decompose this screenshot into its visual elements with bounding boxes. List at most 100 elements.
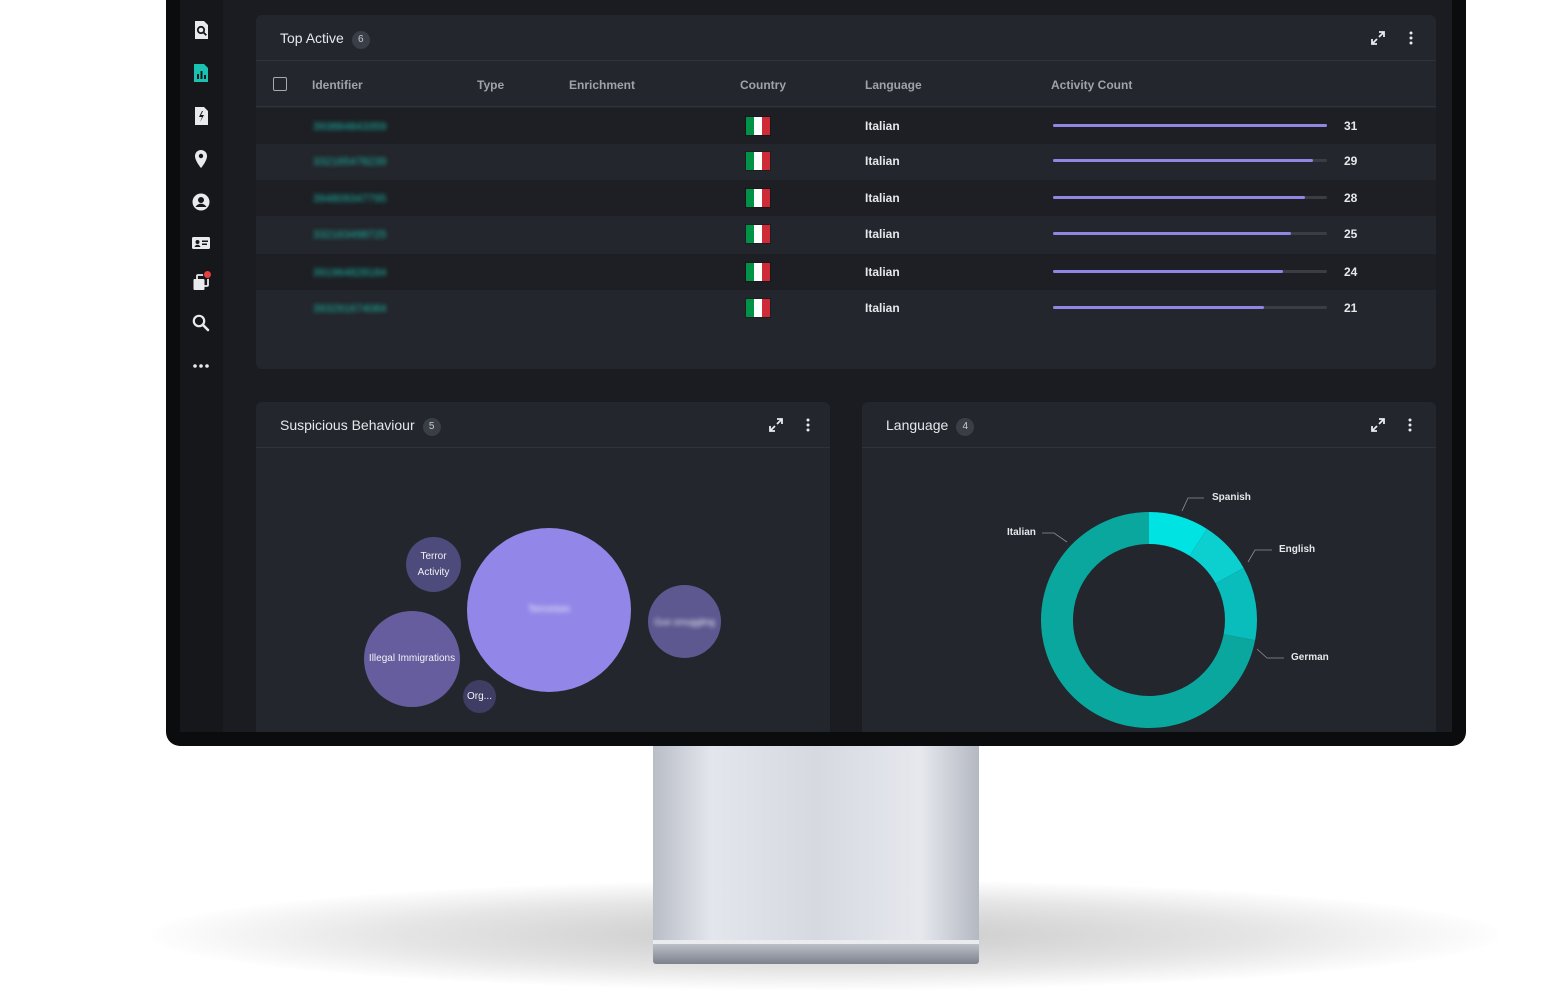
activity-bar (1053, 306, 1327, 309)
table-row[interactable]: 332163498725 Italian 25 (256, 216, 1436, 252)
activity-bar-fill (1053, 196, 1306, 199)
activity-bar-fill (1053, 232, 1292, 235)
suspicious-title: Suspicious Behaviour (280, 417, 415, 433)
label-italian: Italian (1007, 527, 1036, 538)
donut-slice-english[interactable] (1189, 528, 1244, 584)
table-row[interactable]: 393884843359 Italian 31 (256, 108, 1436, 144)
document-icon[interactable] (188, 103, 214, 129)
label-spanish: Spanish (1212, 492, 1251, 503)
bubble-label: Org... (466, 690, 492, 702)
monitor-stand-base (653, 940, 979, 964)
bubble-main[interactable]: Terrorism (467, 528, 631, 692)
top-active-title: Top Active (280, 30, 344, 46)
more-icon[interactable] (188, 353, 214, 379)
language-cell: Italian (865, 301, 900, 315)
menu-button[interactable] (1401, 28, 1421, 48)
callout-line-spanish (1181, 497, 1204, 512)
table-row[interactable]: 391964828184 Italian 24 (256, 254, 1436, 290)
kebab-menu-icon (1408, 418, 1412, 432)
select-all-checkbox[interactable] (273, 77, 287, 91)
italy-flag-icon (746, 299, 770, 317)
expand-button[interactable] (766, 415, 786, 435)
language-title: Language (886, 417, 949, 433)
user-icon[interactable] (188, 189, 214, 215)
column-language[interactable]: Language (865, 78, 922, 92)
donut-slice-german[interactable] (1215, 567, 1257, 641)
panel-title: Language 4 (886, 417, 975, 436)
language-donut-chart (1041, 497, 1284, 728)
table-row[interactable]: 393291674084 Italian 21 (256, 290, 1436, 326)
bubble-terror-activity[interactable]: Terror Activity (406, 537, 461, 592)
activity-count-cell: 21 (1344, 301, 1358, 315)
activity-bar (1053, 232, 1327, 235)
table-row[interactable]: 332165478239 Italian 29 (256, 143, 1436, 179)
italy-flag-icon (746, 263, 770, 281)
activity-bar (1053, 159, 1327, 162)
top-active-count-badge: 6 (351, 31, 370, 49)
bubble-org[interactable]: Org... (463, 680, 496, 713)
language-cell: Italian (865, 119, 900, 133)
italy-flag-icon (746, 117, 770, 135)
menu-button[interactable] (1400, 415, 1420, 435)
bubble-label: Terrorism (528, 604, 570, 615)
search-icon[interactable] (188, 310, 214, 336)
bubble-label: Terror Activity (417, 550, 450, 578)
notification-dot (203, 270, 212, 279)
activity-count-cell: 25 (1344, 227, 1358, 241)
activity-bar (1053, 124, 1327, 127)
identifier-link[interactable]: 391964828184 (313, 267, 387, 279)
activity-bar-fill (1053, 124, 1327, 127)
menu-button[interactable] (798, 415, 818, 435)
search-report-icon[interactable] (188, 17, 214, 43)
identifier-link[interactable]: 332165478239 (313, 156, 387, 168)
label-english: English (1279, 544, 1316, 555)
column-type[interactable]: Type (477, 78, 505, 92)
analytics-icon[interactable] (188, 60, 214, 86)
panel-header: Top Active 6 (256, 15, 1436, 61)
kebab-menu-icon (1409, 31, 1413, 45)
activity-count-cell: 29 (1344, 154, 1358, 168)
panel-header: Suspicious Behaviour 5 (256, 402, 830, 448)
copy-icon[interactable] (188, 270, 214, 296)
panel-title: Suspicious Behaviour 5 (280, 417, 441, 436)
suspicious-behaviour-panel: Suspicious Behaviour 5 Terror Activity Te… (256, 402, 830, 732)
donut-slice-spanish[interactable] (1149, 512, 1207, 556)
panel-title: Top Active 6 (280, 30, 370, 49)
callout-line-german (1256, 648, 1284, 659)
id-card-icon[interactable] (188, 230, 214, 256)
donut-slice-italian[interactable] (1041, 512, 1256, 728)
expand-button[interactable] (1368, 28, 1388, 48)
identifier-link[interactable]: 394809347795 (313, 193, 387, 205)
column-enrichment[interactable]: Enrichment (569, 78, 636, 92)
expand-icon (1371, 31, 1385, 45)
bubble-label: Illegal Immigrations (368, 653, 456, 664)
label-german: German (1291, 652, 1329, 663)
monitor-stand (653, 744, 979, 944)
activity-bar-fill (1053, 270, 1284, 273)
activity-count-cell: 24 (1344, 265, 1358, 279)
table-header: Identifier Type Enrichment Country Langu… (256, 61, 1436, 107)
activity-count-cell: 31 (1344, 119, 1358, 133)
column-country[interactable]: Country (740, 78, 786, 92)
italy-flag-icon (746, 189, 770, 207)
identifier-link[interactable]: 393291674084 (313, 303, 387, 315)
activity-bar-fill (1053, 306, 1264, 309)
suspicious-count-badge: 5 (422, 418, 441, 436)
identifier-link[interactable]: 332163498725 (313, 229, 387, 241)
location-pin-icon[interactable] (188, 146, 214, 172)
top-active-panel: Top Active 6 Identifier Type Enrichment C… (256, 15, 1436, 369)
language-cell: Italian (865, 227, 900, 241)
column-activity-count[interactable]: Activity Count (1051, 78, 1133, 92)
bubble-right[interactable]: Gun smuggling (648, 585, 721, 658)
callout-line-english (1247, 549, 1272, 563)
expand-icon (1371, 418, 1385, 432)
kebab-menu-icon (806, 418, 810, 432)
table-row[interactable]: 394809347795 Italian 28 (256, 180, 1436, 216)
expand-button[interactable] (1368, 415, 1388, 435)
bubble-illegal-immigrations[interactable]: Illegal Immigrations (364, 611, 460, 707)
identifier-link[interactable]: 393884843359 (313, 121, 387, 133)
language-panel: Language 4 Italian Spanish English German (862, 402, 1436, 732)
expand-icon (769, 418, 783, 432)
column-identifier[interactable]: Identifier (312, 78, 363, 92)
panel-header: Language 4 (862, 402, 1436, 448)
